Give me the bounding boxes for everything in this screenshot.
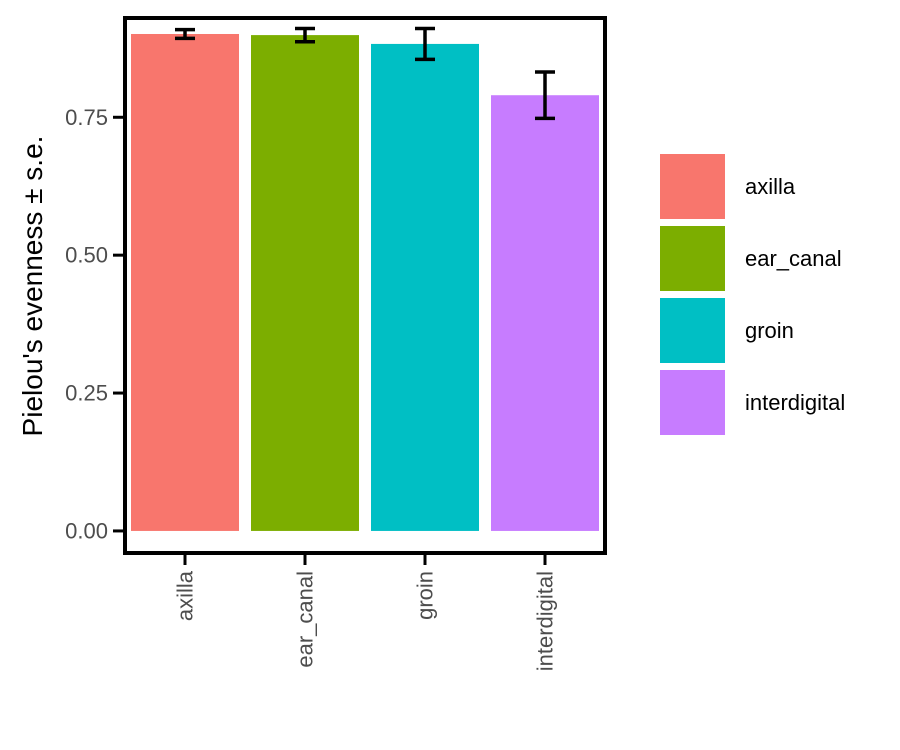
x-tick-label-interdigital: interdigital [533, 571, 558, 671]
plot-panel-border [123, 16, 607, 555]
legend-key-ear_canal [660, 226, 725, 291]
x-tick-label-groin: groin [413, 571, 438, 620]
legend-key-axilla [660, 154, 725, 219]
bar-groin [371, 43, 479, 531]
legend-key-groin [660, 298, 725, 363]
error-bar-axilla [175, 27, 195, 41]
legend-label-groin: groin [745, 318, 794, 343]
y-tick-label: 0.00 [65, 518, 108, 543]
y-axis-title: Pielou's evenness ± s.e. [17, 136, 48, 437]
x-tick-label-axilla: axilla [173, 570, 198, 621]
x-axis: axilla ear_canal groin interdigital [173, 555, 558, 671]
error-bar-groin [415, 26, 435, 62]
bar-ear_canal [251, 35, 359, 531]
legend-key-interdigital [660, 370, 725, 435]
y-tick-label: 0.75 [65, 105, 108, 130]
legend-label-interdigital: interdigital [745, 390, 845, 415]
bar-interdigital [491, 95, 599, 531]
bars-layer [131, 33, 599, 531]
error-bar-interdigital [535, 70, 555, 121]
error-bar-ear_canal [295, 26, 315, 44]
y-tick-label: 0.25 [65, 381, 108, 406]
x-tick-label-ear_canal: ear_canal [293, 571, 318, 668]
error-bars-layer [175, 26, 555, 121]
bar-axilla [131, 33, 239, 531]
legend-label-ear_canal: ear_canal [745, 246, 842, 271]
y-tick-label: 0.50 [65, 243, 108, 268]
y-axis: 0.00 0.25 0.50 0.75 [65, 105, 123, 543]
legend-label-axilla: axilla [745, 174, 796, 199]
